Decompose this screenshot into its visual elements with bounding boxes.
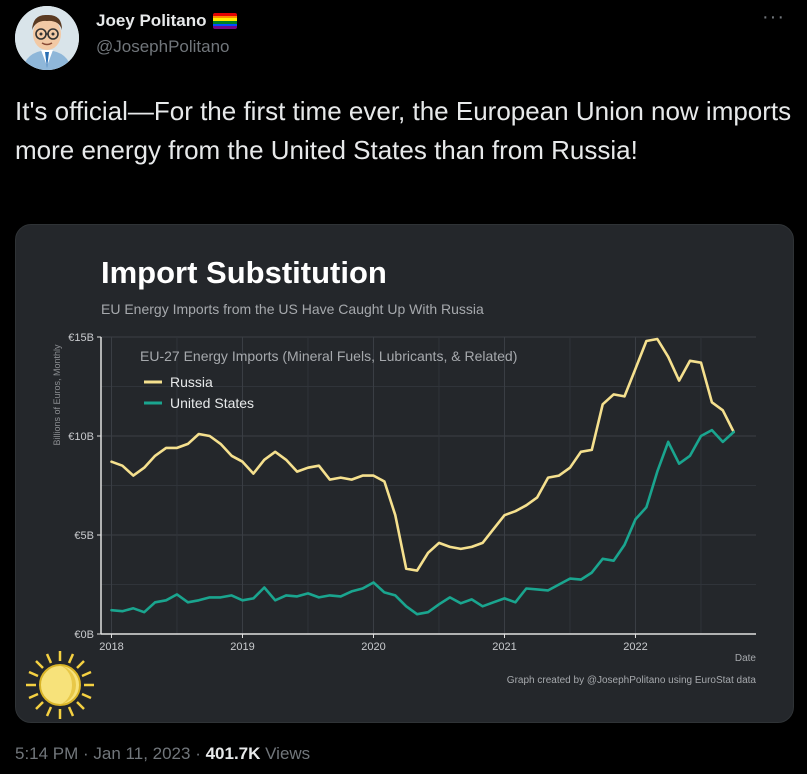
author-name-row[interactable]: Joey Politano (96, 11, 237, 31)
avatar[interactable] (15, 6, 79, 70)
x-tick-label: 2018 (99, 641, 123, 653)
y-axis-label: Billions of Euros, Monthly (52, 344, 62, 446)
legend-entry: Russia (170, 374, 213, 390)
chart-title: Import Substitution (101, 255, 387, 290)
x-tick-label: 2022 (623, 641, 647, 653)
series-line-russia (110, 337, 736, 572)
chart-series (110, 337, 736, 616)
legend-entry: United States (170, 395, 254, 411)
chart-source-note: Graph created by @JosephPolitano using E… (507, 675, 757, 686)
x-tick-label: 2019 (230, 641, 254, 653)
y-tick-label: €15B (68, 332, 94, 344)
tweet-text: It's official—For the first time ever, t… (15, 96, 792, 165)
y-tick-label: €5B (74, 530, 94, 542)
sun-logo-icon (26, 651, 94, 719)
separator: · (78, 744, 94, 763)
series-line-united-states (110, 428, 736, 616)
x-axis-label: Date (735, 653, 757, 664)
more-icon[interactable]: ··· (762, 6, 785, 28)
tweet-date[interactable]: Jan 11, 2023 (93, 744, 191, 763)
views-label: Views (260, 744, 311, 763)
rainbow-flag-icon (212, 13, 237, 29)
tweet-media-chart[interactable]: Import Substitution EU Energy Imports fr… (15, 224, 794, 723)
views-count: 401.7K (205, 744, 261, 763)
avatar-illustration (15, 6, 79, 70)
tweet-time[interactable]: 5:14 PM (15, 744, 79, 763)
legend-title: EU-27 Energy Imports (Mineral Fuels, Lub… (140, 348, 517, 364)
y-tick-label: €0B (74, 629, 94, 641)
x-tick-label: 2020 (361, 641, 385, 653)
author-handle[interactable]: @JosephPolitano (96, 37, 230, 56)
chart-axes: €0B €5B €10B €15B 2018 2019 2020 2021 2022 (68, 332, 756, 653)
y-tick-label: €10B (68, 431, 94, 443)
separator: · (190, 744, 206, 763)
x-tick-label: 2021 (492, 641, 516, 653)
chart-subtitle: EU Energy Imports from the US Have Caugh… (101, 301, 484, 317)
chart-legend: EU-27 Energy Imports (Mineral Fuels, Lub… (140, 348, 517, 411)
author-display-name[interactable]: Joey Politano (96, 11, 207, 30)
line-chart: €0B €5B €10B €15B 2018 2019 2020 2021 2022 EU-27… (26, 332, 757, 719)
tweet-timestamp: 5:14 PM · Jan 11, 2023 · 401.7K Views (15, 744, 310, 764)
